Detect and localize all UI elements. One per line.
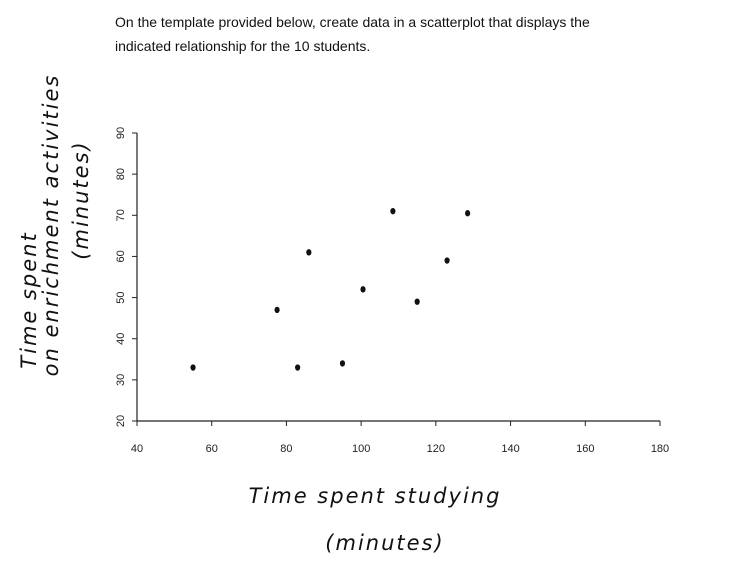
scatter-point xyxy=(274,306,280,314)
instruction-line: indicated relationship for the 10 studen… xyxy=(115,38,370,54)
y-tick-label: 90 xyxy=(115,127,127,139)
x-tick-label: 60 xyxy=(206,443,218,455)
y-tick-label: 50 xyxy=(115,291,127,303)
y-tick-label: 40 xyxy=(115,333,127,345)
scatter-point xyxy=(190,364,196,371)
y-axis-label: (minutes) xyxy=(69,140,93,259)
y-tick-label: 30 xyxy=(115,374,127,386)
scatter-point xyxy=(414,298,420,305)
x-axis-label: Time spent studying xyxy=(249,484,502,508)
x-tick-label: 160 xyxy=(576,443,594,455)
y-tick-label: 80 xyxy=(115,168,127,180)
y-tick-label: 60 xyxy=(115,250,127,262)
scatter-point xyxy=(465,210,471,217)
x-axis-label: (minutes) xyxy=(325,531,444,555)
y-axis-label: Time spent xyxy=(17,231,41,368)
scatter-point xyxy=(390,207,396,215)
scatter-point xyxy=(360,286,366,293)
scatter-point xyxy=(306,249,312,256)
x-tick-label: 80 xyxy=(280,443,292,455)
y-tick-label: 70 xyxy=(115,209,127,221)
x-tick-label: 40 xyxy=(131,443,143,455)
y-tick-label: 20 xyxy=(115,415,127,427)
x-tick-label: 180 xyxy=(651,443,669,455)
y-axis-label: on enrichment activities xyxy=(39,74,63,377)
x-tick-label: 120 xyxy=(427,443,445,455)
scatter-point xyxy=(339,360,346,367)
scatter-point xyxy=(295,364,301,371)
x-tick-label: 140 xyxy=(501,443,519,455)
scatter-point xyxy=(444,257,450,264)
instruction-line: On the template provided below, create d… xyxy=(115,14,590,30)
x-tick-label: 100 xyxy=(352,443,370,455)
